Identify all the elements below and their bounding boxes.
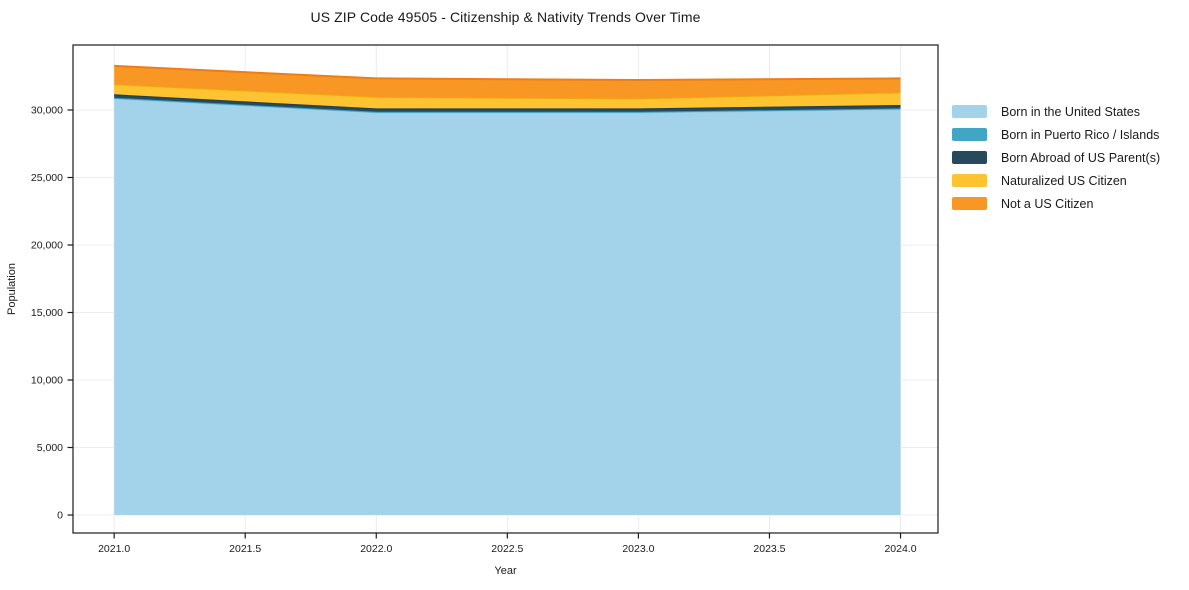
y-tick-label: 25,000	[31, 172, 63, 184]
y-tick-label: 0	[57, 510, 63, 522]
y-tick-label: 5,000	[37, 442, 63, 454]
y-axis-label: Population	[6, 263, 18, 315]
legend-item-4[interactable]: Not a US Citizen	[952, 192, 1160, 215]
legend-label: Born in Puerto Rico / Islands	[1001, 127, 1160, 142]
legend-item-0[interactable]: Born in the United States	[952, 100, 1160, 123]
legend-swatch-icon	[952, 128, 987, 141]
area-series-3	[114, 84, 901, 109]
area-series-4-edge	[114, 64, 901, 81]
legend-swatch-icon	[952, 105, 987, 118]
y-tick-label: 20,000	[31, 240, 63, 252]
x-tick-label: 2022.5	[491, 543, 523, 555]
legend-label: Naturalized US Citizen	[1001, 173, 1127, 188]
legend-item-2[interactable]: Born Abroad of US Parent(s)	[952, 146, 1160, 169]
x-tick-label: 2021.5	[229, 543, 261, 555]
x-tick-label: 2023.0	[622, 543, 654, 555]
area-series-0	[114, 98, 901, 516]
legend-swatch-icon	[952, 197, 987, 210]
x-tick-label: 2023.5	[753, 543, 785, 555]
y-tick-label: 15,000	[31, 307, 63, 319]
x-tick-label: 2022.0	[360, 543, 392, 555]
legend: Born in the United States Born in Puerto …	[952, 100, 1160, 215]
legend-item-1[interactable]: Born in Puerto Rico / Islands	[952, 123, 1160, 146]
legend-label: Born in the United States	[1001, 104, 1140, 119]
x-tick-label: 2024.0	[884, 543, 916, 555]
x-axis-label: Year	[494, 565, 517, 577]
y-tick-label: 10,000	[31, 375, 63, 387]
legend-label: Born Abroad of US Parent(s)	[1001, 150, 1161, 165]
plot-frame	[72, 44, 939, 534]
area-series-2	[114, 94, 901, 112]
x-tick-label: 2021.0	[98, 543, 130, 555]
y-tick-label: 30,000	[31, 105, 63, 117]
area-series-4	[114, 65, 901, 99]
chart-title: US ZIP Code 49505 - Citizenship & Nativi…	[310, 9, 701, 25]
legend-swatch-icon	[952, 174, 987, 187]
legend-label: Not a US Citizen	[1001, 196, 1094, 211]
legend-swatch-icon	[952, 151, 987, 164]
legend-item-3[interactable]: Naturalized US Citizen	[952, 169, 1160, 192]
